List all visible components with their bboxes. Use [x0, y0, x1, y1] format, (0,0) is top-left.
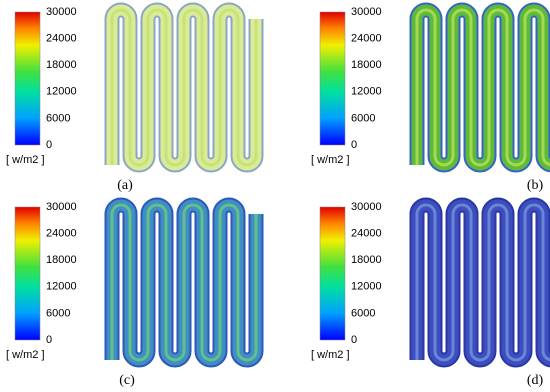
colorbar	[14, 11, 41, 146]
panel: 30000 24000 18000 12000 6000 0[ w/m2 ] (b)	[311, 2, 550, 193]
channel-core	[415, 8, 550, 167]
colorbar-tick-label: 12000	[351, 86, 382, 98]
colorbar-tick-label: 30000	[46, 201, 77, 213]
colorbar-tick-label: 0	[351, 139, 357, 151]
colorbar-tick-label: 18000	[351, 254, 382, 266]
colorbar-tick-label: 0	[46, 139, 52, 151]
colorbar	[319, 11, 346, 146]
colorbar	[14, 206, 41, 341]
colorbar	[319, 206, 346, 341]
panel: 30000 24000 18000 12000 6000 0[ w/m2 ] (d)	[311, 197, 550, 388]
colorbar-tick-label: 18000	[46, 59, 77, 71]
colorbar-tick-label: 24000	[46, 33, 77, 45]
colorbar-tick-label: 18000	[351, 59, 382, 71]
colorbar-tick-label: 12000	[46, 281, 77, 293]
panel: 30000 24000 18000 12000 6000 0[ w/m2 ] (a)	[6, 2, 264, 193]
channel-fill	[411, 199, 550, 366]
colorbar-tick-label: 12000	[46, 86, 77, 98]
colorbar-tick-label: 24000	[351, 33, 382, 45]
colorbar-tick-label: 6000	[46, 112, 70, 124]
colorbar-tick-label: 18000	[46, 254, 77, 266]
channel-core	[110, 203, 258, 362]
channel-fill	[411, 4, 550, 171]
colorbar-tick-label: 0	[351, 334, 357, 346]
colorbar-tick-label: 30000	[351, 6, 382, 18]
channel-core	[415, 203, 550, 362]
colorbar-unit: [ w/m2 ]	[311, 154, 350, 166]
colorbar-tick-label: 6000	[351, 112, 375, 124]
colorbar-tick-label: 24000	[351, 228, 382, 240]
colorbar-tick-label: 0	[46, 334, 52, 346]
panel-label: (d)	[527, 373, 544, 388]
colorbar-tick-label: 6000	[46, 307, 70, 319]
panel-label: (a)	[117, 178, 133, 193]
panel: 30000 24000 18000 12000 6000 0[ w/m2 ] (c)	[6, 197, 264, 388]
panel-label: (b)	[527, 178, 544, 193]
colorbar-unit: [ w/m2 ]	[6, 349, 45, 361]
colorbar-tick-label: 30000	[46, 6, 77, 18]
colorbar-tick-label: 6000	[351, 307, 375, 319]
panel-label: (c)	[119, 373, 135, 388]
colorbar-tick-label: 30000	[351, 201, 382, 213]
colorbar-tick-label: 24000	[46, 228, 77, 240]
colorbar-tick-label: 12000	[351, 281, 382, 293]
channel-core	[110, 8, 258, 167]
colorbar-unit: [ w/m2 ]	[6, 154, 45, 166]
colorbar-unit: [ w/m2 ]	[311, 349, 350, 361]
